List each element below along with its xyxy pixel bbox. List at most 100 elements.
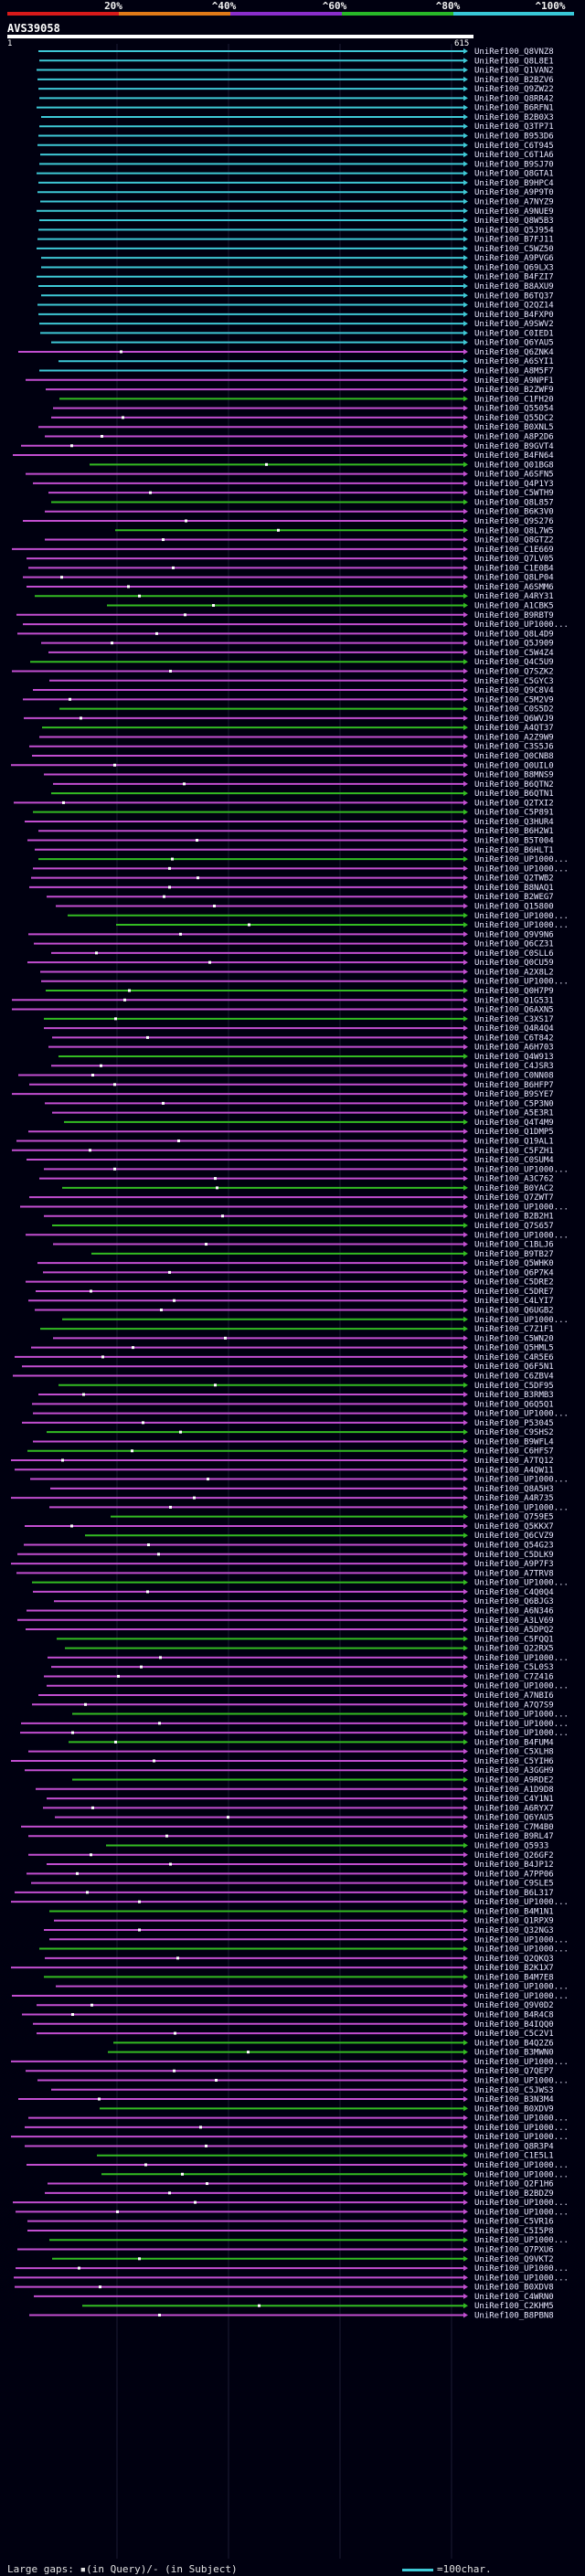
hit-label[interactable]: UniRef100_UP1000... bbox=[474, 2264, 569, 2274]
hit-label[interactable]: UniRef100_A5DPQ2 bbox=[474, 1626, 554, 1635]
hit-label[interactable]: UniRef100_UP1000... bbox=[474, 1992, 569, 2001]
hit-label[interactable]: UniRef100_A8M5F7 bbox=[474, 367, 554, 376]
hit-label[interactable]: UniRef100_B4JP12 bbox=[474, 1860, 554, 1870]
hit-label[interactable]: UniRef100_UP1000... bbox=[474, 1983, 569, 1992]
hit-label[interactable]: UniRef100_UP1000... bbox=[474, 1316, 569, 1325]
hit-label[interactable]: UniRef100_Q9V9N6 bbox=[474, 930, 554, 939]
hit-label[interactable]: UniRef100_C5DRE2 bbox=[474, 1278, 554, 1288]
hit-label[interactable]: UniRef100_UP1000... bbox=[474, 1579, 569, 1588]
hit-label[interactable]: UniRef100_Q759E5 bbox=[474, 1513, 554, 1522]
hit-label[interactable]: UniRef100_C5P3N0 bbox=[474, 1099, 554, 1108]
hit-label[interactable]: UniRef100_Q3HUR4 bbox=[474, 818, 554, 827]
hit-label[interactable]: UniRef100_C1BLJ6 bbox=[474, 1241, 554, 1250]
hit-label[interactable]: UniRef100_B5T004 bbox=[474, 837, 554, 846]
hit-label[interactable]: UniRef100_C4LYI7 bbox=[474, 1297, 554, 1306]
hit-label[interactable]: UniRef100_Q55054 bbox=[474, 405, 554, 414]
hit-label[interactable]: UniRef100_Q6F5N1 bbox=[474, 1362, 554, 1372]
hit-label[interactable]: UniRef100_Q8W5B3 bbox=[474, 217, 554, 226]
hit-label[interactable]: UniRef100_C5GYC3 bbox=[474, 677, 554, 686]
hit-label[interactable]: UniRef100_Q2QZ14 bbox=[474, 302, 554, 311]
hit-label[interactable]: UniRef100_Q7ZWT7 bbox=[474, 1193, 554, 1203]
hit-label[interactable]: UniRef100_Q4W913 bbox=[474, 1053, 554, 1062]
hit-label[interactable]: UniRef100_C4Y1N1 bbox=[474, 1795, 554, 1804]
hit-label[interactable]: UniRef100_B2K1X7 bbox=[474, 1964, 554, 1973]
hit-label[interactable]: UniRef100_UP1000... bbox=[474, 2076, 569, 2085]
hit-label[interactable]: UniRef100_B0XDV8 bbox=[474, 2284, 554, 2293]
hit-label[interactable]: UniRef100_Q01BG8 bbox=[474, 461, 554, 470]
hit-label[interactable]: UniRef100_B4M7E8 bbox=[474, 1973, 554, 1982]
hit-label[interactable]: UniRef100_B953D6 bbox=[474, 133, 554, 142]
hit-label[interactable]: UniRef100_Q8L8E1 bbox=[474, 57, 554, 66]
hit-label[interactable]: UniRef100_C5L0S3 bbox=[474, 1663, 554, 1672]
hit-label[interactable]: UniRef100_UP1000... bbox=[474, 1898, 569, 1907]
hit-label[interactable]: UniRef100_UP1000... bbox=[474, 912, 569, 921]
hit-label[interactable]: UniRef100_C5C2V1 bbox=[474, 2030, 554, 2039]
hit-label[interactable]: UniRef100_Q8VNZ8 bbox=[474, 48, 554, 57]
hit-label[interactable]: UniRef100_B3N3M4 bbox=[474, 2095, 554, 2104]
hit-label[interactable]: UniRef100_Q1VAN2 bbox=[474, 67, 554, 76]
hit-label[interactable]: UniRef100_Q6CVZ9 bbox=[474, 1532, 554, 1541]
hit-label[interactable]: UniRef100_C0NN08 bbox=[474, 1072, 554, 1081]
hit-label[interactable]: UniRef100_A7NBI6 bbox=[474, 1691, 554, 1701]
hit-label[interactable]: UniRef100_Q5HML5 bbox=[474, 1344, 554, 1353]
hit-label[interactable]: UniRef100_Q9C8V4 bbox=[474, 686, 554, 695]
hit-label[interactable]: UniRef100_Q6Q5Q1 bbox=[474, 1400, 554, 1409]
hit-label[interactable]: UniRef100_Q6UGB2 bbox=[474, 1307, 554, 1316]
hit-label[interactable]: UniRef100_A1CBK5 bbox=[474, 602, 554, 611]
hit-label[interactable]: UniRef100_C5M2V9 bbox=[474, 695, 554, 705]
hit-label[interactable]: UniRef100_Q32NG3 bbox=[474, 1926, 554, 1935]
hit-label[interactable]: UniRef100_A2X8L2 bbox=[474, 968, 554, 977]
hit-label[interactable]: UniRef100_C2KHM5 bbox=[474, 2302, 554, 2311]
hit-label[interactable]: UniRef100_Q1G531 bbox=[474, 996, 554, 1005]
hit-label[interactable]: UniRef100_Q3TP71 bbox=[474, 122, 554, 132]
hit-label[interactable]: UniRef100_A4R735 bbox=[474, 1494, 554, 1503]
hit-label[interactable]: UniRef100_B2ZWF9 bbox=[474, 386, 554, 395]
hit-label[interactable]: UniRef100_Q5KKX7 bbox=[474, 1522, 554, 1532]
hit-label[interactable]: UniRef100_B2B2H1 bbox=[474, 1213, 554, 1222]
hit-label[interactable]: UniRef100_UP1000... bbox=[474, 864, 569, 874]
hit-label[interactable]: UniRef100_C5DRE7 bbox=[474, 1288, 554, 1297]
hit-label[interactable]: UniRef100_Q2F1H6 bbox=[474, 2180, 554, 2189]
hit-label[interactable]: UniRef100_B9SJ70 bbox=[474, 160, 554, 169]
hit-label[interactable]: UniRef100_UP1000... bbox=[474, 1503, 569, 1512]
hit-label[interactable]: UniRef100_A7TQ12 bbox=[474, 1457, 554, 1466]
hit-label[interactable]: UniRef100_A9P9T0 bbox=[474, 188, 554, 197]
hit-label[interactable]: UniRef100_B6HLT1 bbox=[474, 846, 554, 855]
hit-label[interactable]: UniRef100_A9RDE2 bbox=[474, 1776, 554, 1786]
hit-label[interactable]: UniRef100_Q6WVJ9 bbox=[474, 715, 554, 724]
hit-label[interactable]: UniRef100_UP1000... bbox=[474, 978, 569, 987]
hit-label[interactable]: UniRef100_Q8RR42 bbox=[474, 94, 554, 103]
hit-label[interactable]: UniRef100_C4Q0Q4 bbox=[474, 1588, 554, 1597]
hit-label[interactable]: UniRef100_B4M1N1 bbox=[474, 1907, 554, 1916]
hit-label[interactable]: UniRef100_B4FUM4 bbox=[474, 1738, 554, 1747]
hit-label[interactable]: UniRef100_C5FQQ1 bbox=[474, 1635, 554, 1644]
hit-label[interactable]: UniRef100_C5WZ50 bbox=[474, 245, 554, 254]
hit-label[interactable]: UniRef100_C9SHS2 bbox=[474, 1428, 554, 1437]
hit-label[interactable]: UniRef100_Q19AL1 bbox=[474, 1137, 554, 1146]
hit-label[interactable]: UniRef100_B9RL47 bbox=[474, 1832, 554, 1841]
hit-label[interactable]: UniRef100_B2BZV6 bbox=[474, 76, 554, 85]
hit-label[interactable]: UniRef100_A8P2D6 bbox=[474, 432, 554, 441]
hit-label[interactable]: UniRef100_C5DF95 bbox=[474, 1382, 554, 1391]
hit-label[interactable]: UniRef100_Q6AXN5 bbox=[474, 1006, 554, 1015]
hit-label[interactable]: UniRef100_C5JWS3 bbox=[474, 2086, 554, 2095]
hit-label[interactable]: UniRef100_C1E5L1 bbox=[474, 2152, 554, 2161]
hit-label[interactable]: UniRef100_Q8L857 bbox=[474, 498, 554, 507]
hit-label[interactable]: UniRef100_Q6YAU5 bbox=[474, 1814, 554, 1823]
hit-label[interactable]: UniRef100_UP1000... bbox=[474, 1720, 569, 1729]
hit-label[interactable]: UniRef100_C6HFS7 bbox=[474, 1447, 554, 1457]
hit-label[interactable]: UniRef100_B6K3V0 bbox=[474, 508, 554, 517]
hit-label[interactable]: UniRef100_Q8A5H3 bbox=[474, 1485, 554, 1494]
hit-label[interactable]: UniRef100_Q6ZNK4 bbox=[474, 348, 554, 357]
hit-label[interactable]: UniRef100_B6L317 bbox=[474, 1889, 554, 1898]
hit-label[interactable]: UniRef100_UP1000... bbox=[474, 1935, 569, 1945]
hit-label[interactable]: UniRef100_Q54G23 bbox=[474, 1542, 554, 1551]
hit-label[interactable]: UniRef100_UP1000... bbox=[474, 921, 569, 930]
hit-label[interactable]: UniRef100_UP1000... bbox=[474, 1231, 569, 1240]
hit-label[interactable]: UniRef100_Q2TXI2 bbox=[474, 799, 554, 808]
hit-label[interactable]: UniRef100_A6RYX7 bbox=[474, 1804, 554, 1813]
hit-label[interactable]: UniRef100_C4JSR3 bbox=[474, 1062, 554, 1071]
hit-label[interactable]: UniRef100_B2B0X3 bbox=[474, 113, 554, 122]
hit-label[interactable]: UniRef100_B8PBN8 bbox=[474, 2311, 554, 2320]
hit-label[interactable]: UniRef100_A9PVG6 bbox=[474, 254, 554, 263]
